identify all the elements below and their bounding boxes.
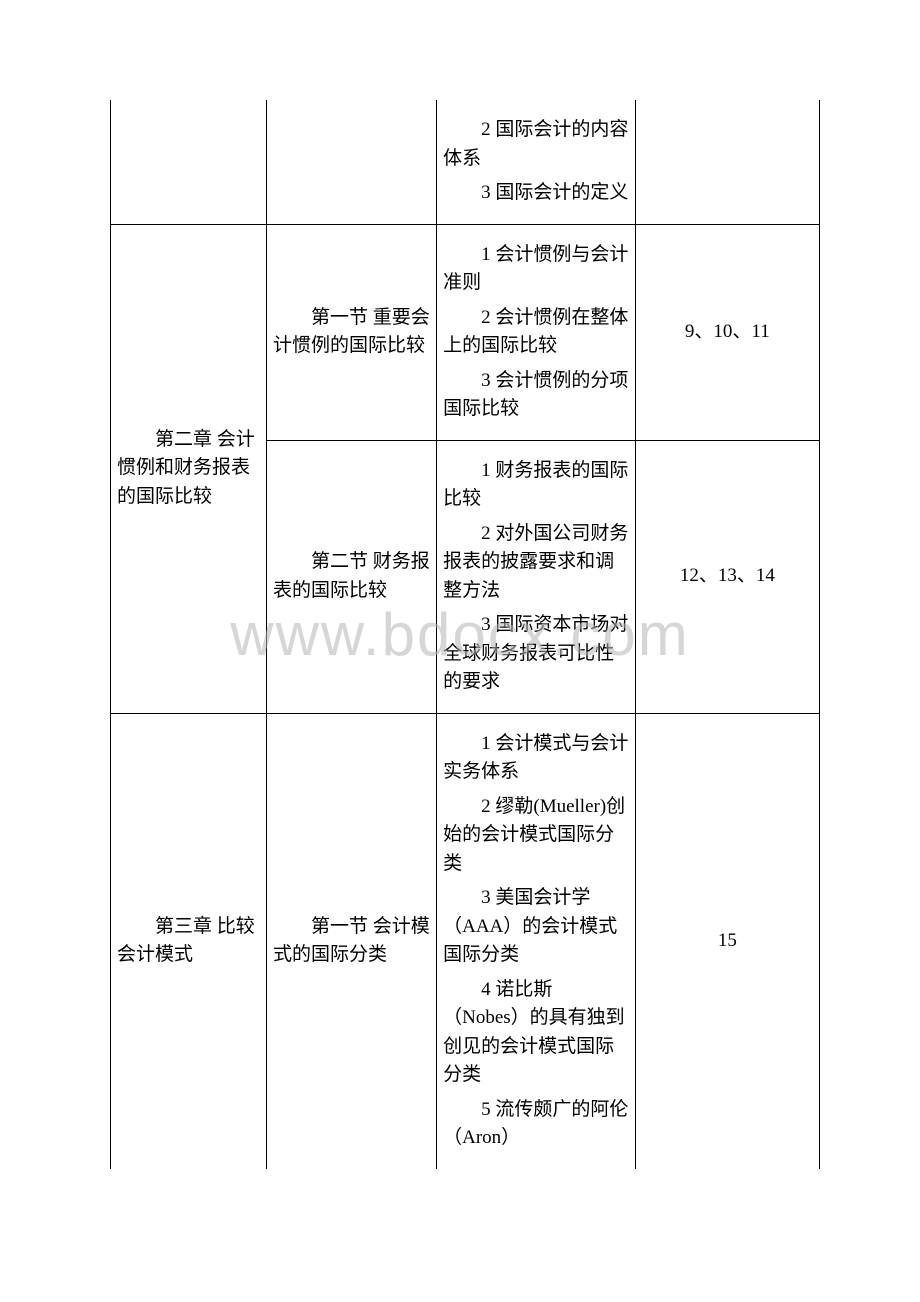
pages-cell: 9、10、11 (635, 224, 819, 440)
topic-item: 5 流传颇广的阿伦（Aron） (443, 1096, 629, 1153)
pages-cell (635, 100, 819, 224)
section-cell (266, 100, 436, 224)
topic-item: 2 会计惯例在整体上的国际比较 (443, 304, 629, 361)
section-cell: 第一节 会计模式的国际分类 (266, 713, 436, 1169)
topic-item: 3 会计惯例的分项国际比较 (443, 367, 629, 424)
pages-cell: 15 (635, 713, 819, 1169)
topic-item: 1 财务报表的国际比较 (443, 457, 629, 514)
page-content: 2 国际会计的内容体系 3 国际会计的定义 第二章 会计惯例和财务报表的国际比较… (0, 0, 920, 1169)
chapter-cell (111, 100, 267, 224)
section-cell: 第一节 重要会计惯例的国际比较 (266, 224, 436, 440)
chapter-title: 第三章 比较会计模式 (117, 913, 260, 970)
syllabus-table: 2 国际会计的内容体系 3 国际会计的定义 第二章 会计惯例和财务报表的国际比较… (110, 100, 820, 1169)
chapter-cell: 第二章 会计惯例和财务报表的国际比较 (111, 224, 267, 713)
topics-cell: 1 会计惯例与会计准则 2 会计惯例在整体上的国际比较 3 会计惯例的分项国际比… (437, 224, 636, 440)
section-title: 第一节 会计模式的国际分类 (273, 913, 430, 970)
topic-item: 3 国际会计的定义 (443, 179, 629, 208)
topics-cell: 2 国际会计的内容体系 3 国际会计的定义 (437, 100, 636, 224)
topic-item: 3 美国会计学（AAA）的会计模式国际分类 (443, 884, 629, 970)
chapter-title: 第二章 会计惯例和财务报表的国际比较 (117, 426, 260, 512)
topic-item: 3 国际资本市场对全球财务报表可比性的要求 (443, 611, 629, 697)
table-row: 第二章 会计惯例和财务报表的国际比较 第一节 重要会计惯例的国际比较 1 会计惯… (111, 224, 820, 440)
section-title: 第二节 财务报表的国际比较 (273, 548, 430, 605)
section-title: 第一节 重要会计惯例的国际比较 (273, 304, 430, 361)
topic-item: 2 对外国公司财务报表的披露要求和调整方法 (443, 520, 629, 606)
table-row: 2 国际会计的内容体系 3 国际会计的定义 (111, 100, 820, 224)
topics-cell: 1 会计模式与会计实务体系 2 缪勒(Mueller)创始的会计模式国际分类 3… (437, 713, 636, 1169)
chapter-cell: 第三章 比较会计模式 (111, 713, 267, 1169)
topic-item: 2 缪勒(Mueller)创始的会计模式国际分类 (443, 793, 629, 879)
pages-cell: 12、13、14 (635, 440, 819, 713)
topic-item: 1 会计惯例与会计准则 (443, 241, 629, 298)
topic-item: 1 会计模式与会计实务体系 (443, 730, 629, 787)
table-row: 第三章 比较会计模式 第一节 会计模式的国际分类 1 会计模式与会计实务体系 2… (111, 713, 820, 1169)
topics-cell: 1 财务报表的国际比较 2 对外国公司财务报表的披露要求和调整方法 3 国际资本… (437, 440, 636, 713)
section-cell: 第二节 财务报表的国际比较 (266, 440, 436, 713)
topic-item: 2 国际会计的内容体系 (443, 116, 629, 173)
topic-item: 4 诺比斯（Nobes）的具有独到创见的会计模式国际分类 (443, 976, 629, 1090)
